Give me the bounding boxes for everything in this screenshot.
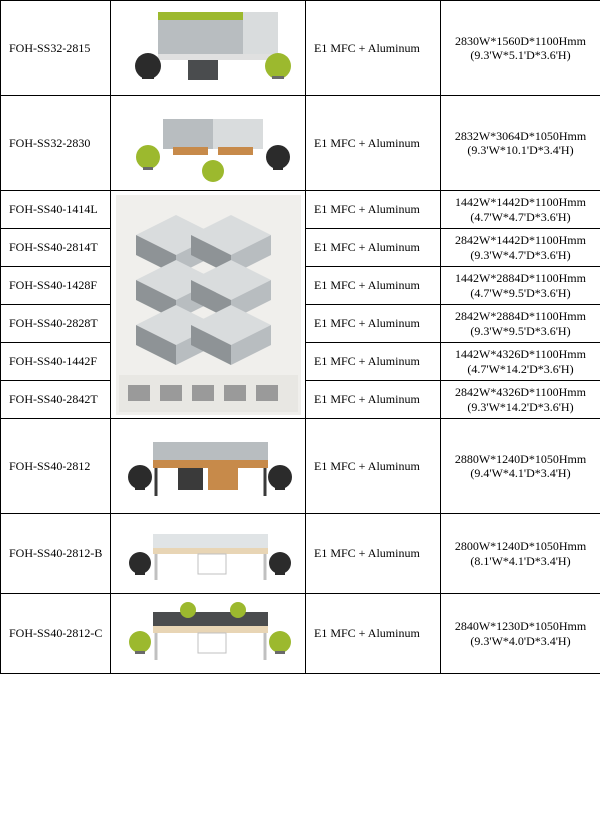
material-cell: E1 MFC + Aluminum <box>306 1 441 96</box>
dimension-sub: (9.3'W*5.1'D*3.6'H) <box>445 48 596 62</box>
dimension-sub: (9.3'W*10.1'D*3.4'H) <box>445 143 596 157</box>
bench-wood-green-icon <box>118 598 298 670</box>
material-cell: E1 MFC + Aluminum <box>306 381 441 419</box>
material-cell: E1 MFC + Aluminum <box>306 267 441 305</box>
dimension-cell: 1442W*1442D*1100Hmm (4.7'W*4.7'D*3.6'H) <box>441 191 600 229</box>
bench-white-wood-icon <box>118 518 298 590</box>
model-cell: FOH-SS40-1414L <box>1 191 111 229</box>
model-cell: FOH-SS40-1428F <box>1 267 111 305</box>
dimension-cell: 2840W*1230D*1050Hmm (9.3'W*4.0'D*3.4'H) <box>441 594 600 674</box>
table-row: FOH-SS40-2812-C <box>1 594 600 674</box>
dimension-main: 1442W*1442D*1100Hmm <box>445 195 596 209</box>
dimension-main: 1442W*4326D*1100Hmm <box>445 347 596 361</box>
dimension-main: 2840W*1230D*1050Hmm <box>445 619 596 633</box>
cubicle-array-icon <box>116 195 301 415</box>
bench-wood-black-icon <box>118 422 298 510</box>
material-cell: E1 MFC + Aluminum <box>306 514 441 594</box>
model-cell: FOH-SS40-2842T <box>1 381 111 419</box>
dimension-main: 1442W*2884D*1100Hmm <box>445 271 596 285</box>
dimension-sub: (4.7'W*9.5'D*3.6'H) <box>445 286 596 300</box>
dimension-sub: (9.3'W*4.7'D*3.6'H) <box>445 248 596 262</box>
dimension-main: 2842W*1442D*1100Hmm <box>445 233 596 247</box>
table-row: FOH-SS32-2830 <box>1 96 600 191</box>
model-cell: FOH-SS40-2812 <box>1 419 111 514</box>
dimension-cell: 2880W*1240D*1050Hmm (9.4'W*4.1'D*3.4'H) <box>441 419 600 514</box>
material-cell: E1 MFC + Aluminum <box>306 305 441 343</box>
product-spec-table: FOH-SS32-2815 <box>0 0 600 674</box>
model-cell: FOH-SS40-2812-C <box>1 594 111 674</box>
dimension-cell: 2800W*1240D*1050Hmm (8.1'W*4.1'D*3.4'H) <box>441 514 600 594</box>
dimension-main: 2842W*2884D*1100Hmm <box>445 309 596 323</box>
image-cell <box>111 514 306 594</box>
dimension-main: 2800W*1240D*1050Hmm <box>445 539 596 553</box>
model-cell: FOH-SS40-2814T <box>1 229 111 267</box>
table-row: FOH-SS32-2815 <box>1 1 600 96</box>
dimension-main: 2842W*4326D*1100Hmm <box>445 385 596 399</box>
image-cell <box>111 96 306 191</box>
image-cell <box>111 594 306 674</box>
dimension-cell: 1442W*4326D*1100Hmm (4.7'W*14.2'D*3.6'H) <box>441 343 600 381</box>
table-row: FOH-SS40-1414L <box>1 191 600 229</box>
material-cell: E1 MFC + Aluminum <box>306 229 441 267</box>
material-cell: E1 MFC + Aluminum <box>306 419 441 514</box>
model-cell: FOH-SS40-1442F <box>1 343 111 381</box>
dimension-main: 2830W*1560D*1100Hmm <box>445 34 596 48</box>
model-cell: FOH-SS32-2830 <box>1 96 111 191</box>
dimension-sub: (4.7'W*14.2'D*3.6'H) <box>445 362 596 376</box>
table-row: FOH-SS40-2812-B <box>1 514 600 594</box>
model-cell: FOH-SS40-2812-B <box>1 514 111 594</box>
image-cell-merged <box>111 191 306 419</box>
dimension-cell: 2842W*4326D*1100Hmm (9.3'W*14.2'D*3.6'H) <box>441 381 600 419</box>
dimension-cell: 1442W*2884D*1100Hmm (4.7'W*9.5'D*3.6'H) <box>441 267 600 305</box>
model-cell: FOH-SS40-2828T <box>1 305 111 343</box>
dimension-sub: (9.3'W*4.0'D*3.4'H) <box>445 634 596 648</box>
dimension-cell: 2830W*1560D*1100Hmm (9.3'W*5.1'D*3.6'H) <box>441 1 600 96</box>
workstation-l-green-black-icon <box>118 4 298 92</box>
material-cell: E1 MFC + Aluminum <box>306 191 441 229</box>
material-cell: E1 MFC + Aluminum <box>306 343 441 381</box>
image-cell <box>111 419 306 514</box>
material-cell: E1 MFC + Aluminum <box>306 594 441 674</box>
dimension-sub: (4.7'W*4.7'D*3.6'H) <box>445 210 596 224</box>
dimension-main: 2832W*3064D*1050Hmm <box>445 129 596 143</box>
dimension-cell: 2842W*2884D*1100Hmm (9.3'W*9.5'D*3.6'H) <box>441 305 600 343</box>
dimension-sub: (9.3'W*9.5'D*3.6'H) <box>445 324 596 338</box>
dimension-sub: (9.3'W*14.2'D*3.6'H) <box>445 400 596 414</box>
material-cell: E1 MFC + Aluminum <box>306 96 441 191</box>
table-row: FOH-SS40-2812 <box>1 419 600 514</box>
model-cell: FOH-SS32-2815 <box>1 1 111 96</box>
dimension-sub: (9.4'W*4.1'D*3.4'H) <box>445 466 596 480</box>
dimension-cell: 2832W*3064D*1050Hmm (9.3'W*10.1'D*3.4'H) <box>441 96 600 191</box>
dimension-sub: (8.1'W*4.1'D*3.4'H) <box>445 554 596 568</box>
workstation-cluster-green-black-icon <box>118 99 298 187</box>
dimension-main: 2880W*1240D*1050Hmm <box>445 452 596 466</box>
dimension-cell: 2842W*1442D*1100Hmm (9.3'W*4.7'D*3.6'H) <box>441 229 600 267</box>
image-cell <box>111 1 306 96</box>
